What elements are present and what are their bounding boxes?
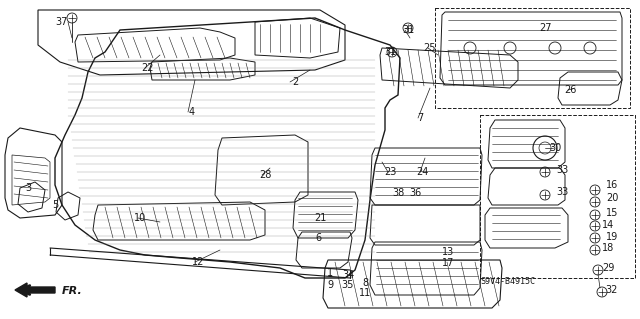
Text: 2: 2	[292, 77, 298, 87]
Text: 10: 10	[134, 213, 146, 223]
Text: 28: 28	[259, 170, 271, 180]
Text: 27: 27	[539, 23, 551, 33]
Text: 35: 35	[342, 280, 354, 290]
Text: FR.: FR.	[62, 286, 83, 296]
Text: 15: 15	[606, 208, 618, 218]
Text: 17: 17	[442, 258, 454, 268]
Text: 3: 3	[25, 183, 31, 193]
Text: 1: 1	[327, 268, 333, 278]
Text: 31: 31	[384, 47, 396, 57]
Text: 6: 6	[315, 233, 321, 243]
Text: 32: 32	[606, 285, 618, 295]
Text: 8: 8	[362, 278, 368, 288]
Text: 16: 16	[606, 180, 618, 190]
Text: 11: 11	[359, 288, 371, 298]
Text: 29: 29	[602, 263, 614, 273]
Text: 4: 4	[189, 107, 195, 117]
Text: 31: 31	[402, 25, 414, 35]
Text: 20: 20	[606, 193, 618, 203]
Text: 33: 33	[556, 187, 568, 197]
Text: 26: 26	[564, 85, 576, 95]
Text: 24: 24	[416, 167, 428, 177]
Text: 14: 14	[602, 220, 614, 230]
Text: 22: 22	[141, 63, 154, 73]
Text: 38: 38	[392, 188, 404, 198]
Text: 21: 21	[314, 213, 326, 223]
Text: S9V4-B4915C: S9V4-B4915C	[480, 278, 535, 286]
Text: 18: 18	[602, 243, 614, 253]
Text: 37: 37	[56, 17, 68, 27]
Text: 19: 19	[606, 232, 618, 242]
Text: 30: 30	[549, 143, 561, 153]
FancyArrow shape	[15, 283, 55, 297]
Text: 34: 34	[342, 270, 354, 280]
Text: 12: 12	[192, 257, 204, 267]
Text: 33: 33	[556, 165, 568, 175]
Text: 25: 25	[424, 43, 436, 53]
Text: 5: 5	[52, 200, 58, 210]
Text: 7: 7	[417, 113, 423, 123]
Text: 9: 9	[327, 280, 333, 290]
Text: 36: 36	[409, 188, 421, 198]
Text: 13: 13	[442, 247, 454, 257]
Text: 23: 23	[384, 167, 396, 177]
